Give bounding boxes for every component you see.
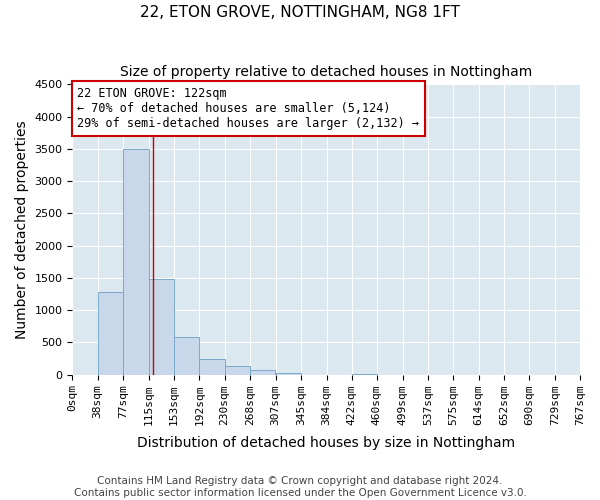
- Bar: [173, 337, 199, 374]
- Bar: [224, 366, 250, 374]
- Text: 22 ETON GROVE: 122sqm
← 70% of detached houses are smaller (5,124)
29% of semi-d: 22 ETON GROVE: 122sqm ← 70% of detached …: [77, 87, 419, 130]
- Bar: [250, 370, 275, 374]
- Y-axis label: Number of detached properties: Number of detached properties: [15, 120, 29, 339]
- Bar: [149, 279, 173, 374]
- Text: Contains HM Land Registry data © Crown copyright and database right 2024.
Contai: Contains HM Land Registry data © Crown c…: [74, 476, 526, 498]
- Bar: [124, 149, 149, 374]
- Bar: [98, 292, 122, 374]
- X-axis label: Distribution of detached houses by size in Nottingham: Distribution of detached houses by size …: [137, 436, 515, 450]
- Text: 22, ETON GROVE, NOTTINGHAM, NG8 1FT: 22, ETON GROVE, NOTTINGHAM, NG8 1FT: [140, 5, 460, 20]
- Bar: [199, 359, 224, 374]
- Title: Size of property relative to detached houses in Nottingham: Size of property relative to detached ho…: [120, 65, 532, 79]
